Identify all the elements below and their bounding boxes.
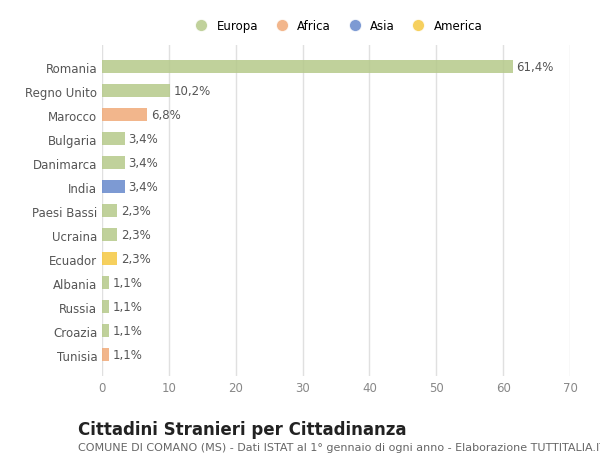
Text: 3,4%: 3,4%	[128, 133, 158, 146]
Bar	[102, 324, 109, 337]
Text: 2,3%: 2,3%	[121, 252, 151, 265]
Bar	[102, 133, 125, 146]
Bar	[102, 229, 118, 241]
Text: Cittadini Stranieri per Cittadinanza: Cittadini Stranieri per Cittadinanza	[78, 420, 407, 438]
Text: 61,4%: 61,4%	[516, 61, 553, 74]
Text: 1,1%: 1,1%	[113, 348, 143, 361]
Bar	[102, 205, 118, 218]
Text: 2,3%: 2,3%	[121, 205, 151, 218]
Text: 1,1%: 1,1%	[113, 325, 143, 337]
Text: 1,1%: 1,1%	[113, 300, 143, 313]
Legend: Europa, Africa, Asia, America: Europa, Africa, Asia, America	[185, 16, 487, 38]
Bar	[102, 61, 512, 74]
Bar	[102, 276, 109, 290]
Bar	[102, 252, 118, 266]
Text: 2,3%: 2,3%	[121, 229, 151, 241]
Text: 10,2%: 10,2%	[173, 85, 211, 98]
Bar	[102, 157, 125, 170]
Bar	[102, 85, 170, 98]
Text: 6,8%: 6,8%	[151, 109, 181, 122]
Text: 1,1%: 1,1%	[113, 276, 143, 290]
Text: 3,4%: 3,4%	[128, 157, 158, 170]
Bar	[102, 300, 109, 313]
Text: COMUNE DI COMANO (MS) - Dati ISTAT al 1° gennaio di ogni anno - Elaborazione TUT: COMUNE DI COMANO (MS) - Dati ISTAT al 1°…	[78, 442, 600, 452]
Bar	[102, 181, 125, 194]
Bar	[102, 109, 148, 122]
Text: 3,4%: 3,4%	[128, 181, 158, 194]
Bar	[102, 348, 109, 361]
